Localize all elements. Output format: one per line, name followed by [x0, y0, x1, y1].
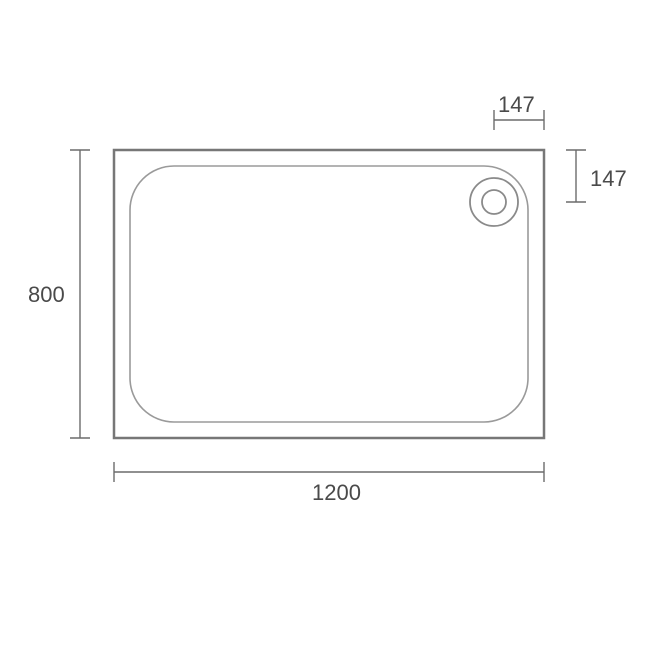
tray-outer	[114, 150, 544, 438]
diagram-svg	[0, 0, 650, 650]
drain-outer-icon	[470, 178, 518, 226]
tray-inner	[130, 166, 528, 422]
dim-drain-top-label: 147	[590, 166, 627, 192]
diagram-stage: 1200 800 147 147	[0, 0, 650, 650]
dim-width-label: 1200	[312, 480, 361, 506]
dim-height-label: 800	[28, 282, 65, 308]
drain-inner-icon	[482, 190, 506, 214]
dim-drain-right-label: 147	[498, 92, 535, 118]
